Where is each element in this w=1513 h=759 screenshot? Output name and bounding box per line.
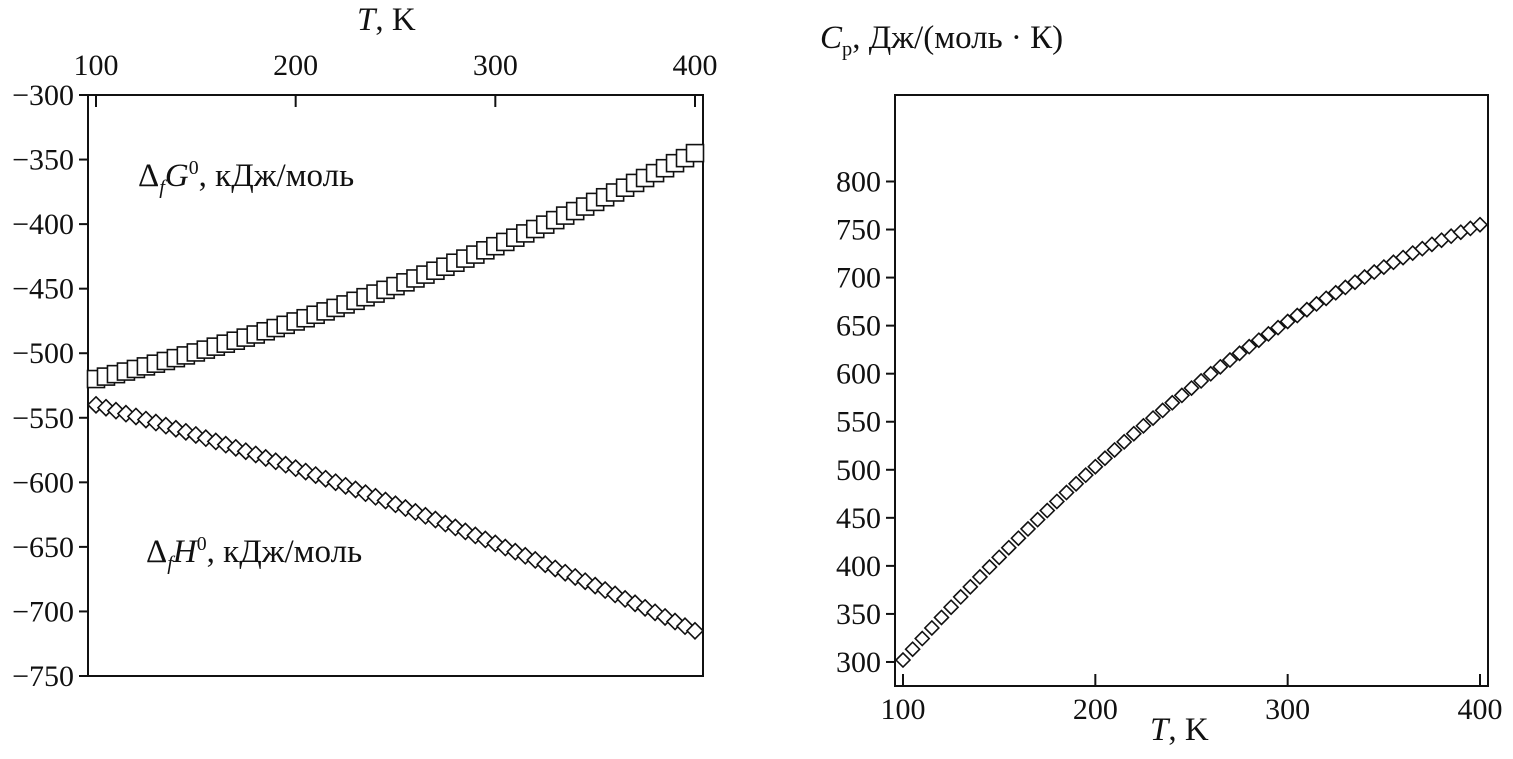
svg-text:−750: −750 [12,660,74,693]
heat-capacity-axis-title: Cp, Дж/(моль · К) [820,20,1063,62]
enthalpy-symbol: H [172,534,197,570]
svg-text:700: 700 [836,262,881,295]
svg-text:−650: −650 [12,531,74,564]
svg-text:−450: −450 [12,273,74,306]
enthalpy-units: , кДж/моль [206,534,363,570]
delta-symbol: Δ [138,158,160,194]
svg-text:200: 200 [1073,693,1118,726]
svg-text:350: 350 [836,598,881,631]
svg-text:300: 300 [836,646,881,679]
heat-capacity-units: , Дж/(моль · К) [852,20,1064,56]
svg-text:−400: −400 [12,208,74,241]
gibbs-units: , кДж/моль [198,158,355,194]
svg-text:−350: −350 [12,144,74,177]
right-chart-x-axis-title: T, K [1150,712,1209,749]
heat-capacity-symbol: C [820,20,843,56]
svg-text:−600: −600 [12,466,74,499]
svg-text:300: 300 [473,49,518,82]
svg-text:750: 750 [836,214,881,247]
svg-text:−700: −700 [12,595,74,628]
temperature-symbol: T [1150,712,1169,748]
temperature-units: , K [1168,712,1209,748]
svg-text:400: 400 [673,49,718,82]
svg-text:400: 400 [836,550,881,583]
svg-text:450: 450 [836,502,881,535]
formation-subscript: f [159,176,165,199]
svg-text:400: 400 [1458,693,1503,726]
svg-text:200: 200 [273,49,318,82]
gibbs-energy-series-label: ΔfG0, кДж/моль [138,157,354,200]
svg-text:−550: −550 [12,402,74,435]
svg-text:550: 550 [836,406,881,439]
pressure-subscript: p [842,38,853,61]
standard-state-superscript: 0 [188,157,199,179]
svg-text:−300: −300 [12,79,74,112]
left-chart-x-axis-title: T, K [357,2,416,39]
svg-text:600: 600 [836,358,881,391]
formation-subscript: f [167,552,173,575]
standard-state-superscript: 0 [196,533,207,555]
temperature-symbol: T [357,2,376,38]
svg-text:100: 100 [881,693,926,726]
svg-text:300: 300 [1265,693,1310,726]
delta-symbol: Δ [146,534,168,570]
svg-text:800: 800 [836,165,881,198]
svg-text:650: 650 [836,310,881,343]
svg-text:100: 100 [74,49,119,82]
gibbs-symbol: G [164,158,189,194]
svg-text:−500: −500 [12,337,74,370]
temperature-units: , K [375,2,416,38]
enthalpy-series-label: ΔfH0, кДж/моль [146,533,362,576]
svg-text:500: 500 [836,454,881,487]
